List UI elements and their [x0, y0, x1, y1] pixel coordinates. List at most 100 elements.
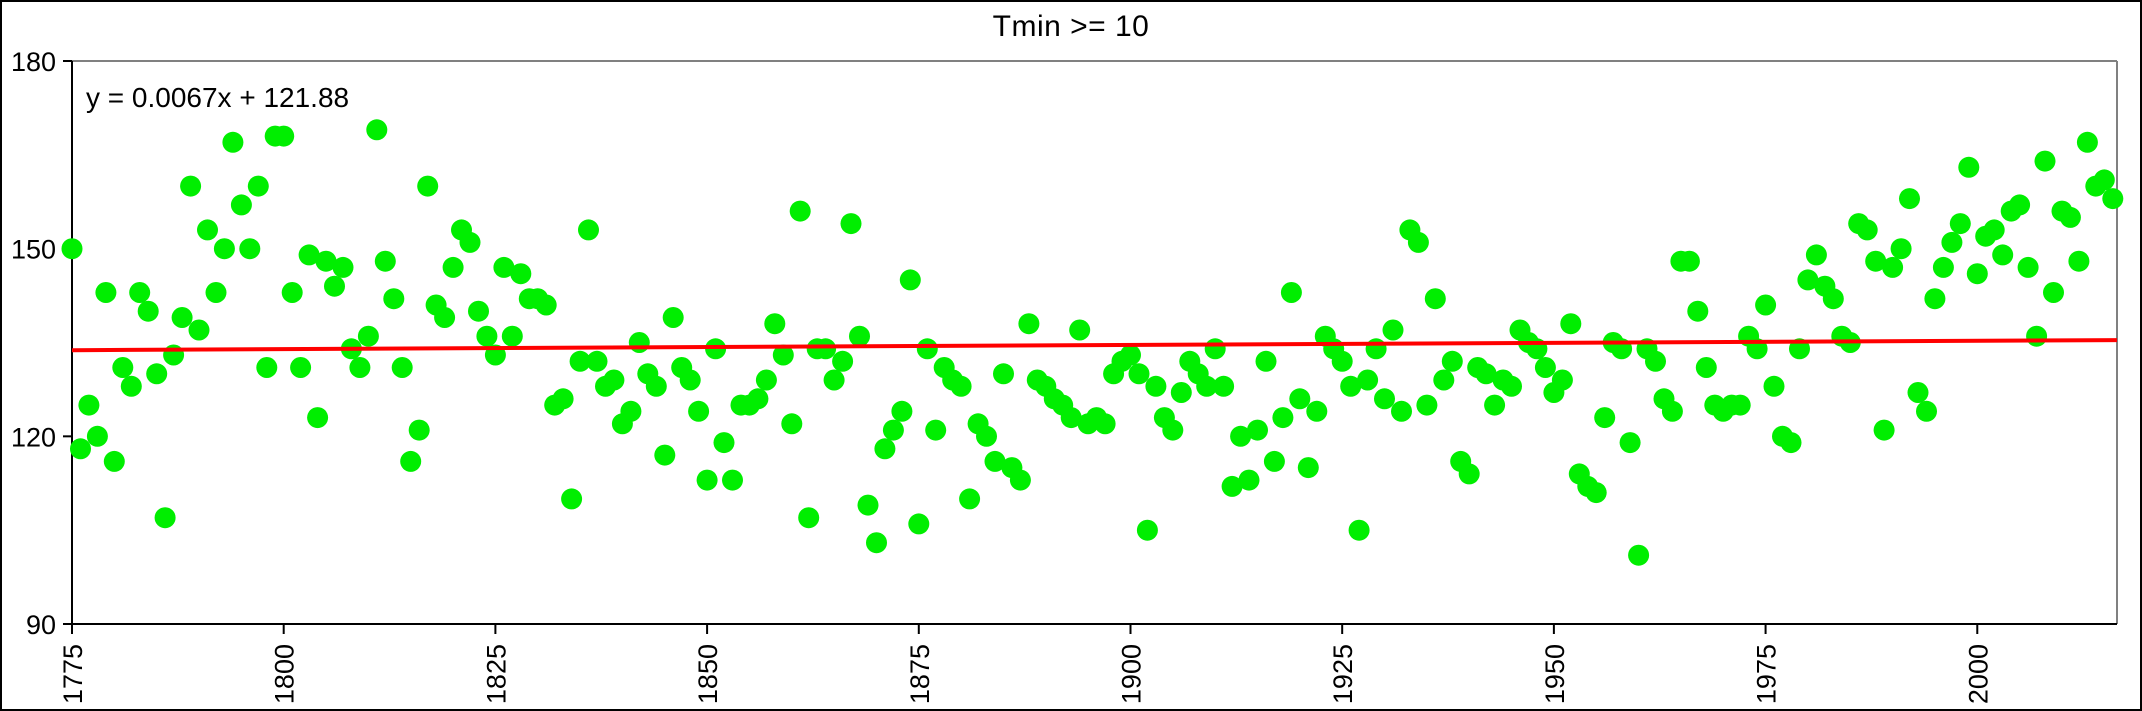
data-point[interactable] [154, 507, 176, 529]
data-point[interactable] [679, 369, 701, 391]
data-point[interactable] [197, 219, 218, 241]
data-point[interactable] [1213, 375, 1235, 397]
data-point[interactable] [1297, 457, 1319, 479]
data-point[interactable] [1120, 344, 1141, 366]
data-point[interactable] [1094, 413, 1116, 435]
data-point[interactable] [798, 507, 820, 529]
data-point[interactable] [1009, 469, 1031, 491]
scatter-series[interactable] [61, 119, 2124, 566]
data-point[interactable] [561, 488, 583, 510]
data-point[interactable] [120, 375, 142, 397]
data-point[interactable] [1357, 369, 1379, 391]
data-point[interactable] [552, 388, 574, 410]
data-point[interactable] [78, 394, 100, 416]
data-point[interactable] [1763, 375, 1785, 397]
data-point[interactable] [620, 400, 642, 422]
data-point[interactable] [1416, 394, 1438, 416]
data-point[interactable] [713, 432, 735, 454]
data-point[interactable] [976, 425, 997, 447]
data-point[interactable] [840, 213, 862, 235]
data-point[interactable] [1170, 382, 1192, 403]
data-point[interactable] [501, 325, 523, 347]
data-point[interactable] [1661, 400, 1683, 422]
data-point[interactable] [1230, 425, 1252, 447]
data-point[interactable] [86, 425, 108, 447]
data-point[interactable] [61, 238, 83, 260]
data-point[interactable] [1797, 269, 1819, 291]
data-point[interactable] [1755, 294, 1777, 316]
data-point[interactable] [654, 444, 676, 466]
data-point[interactable] [569, 350, 591, 372]
data-point[interactable] [535, 294, 557, 316]
data-point[interactable] [434, 307, 456, 328]
data-point[interactable] [1272, 407, 1294, 429]
data-point[interactable] [1382, 319, 1404, 341]
data-point[interactable] [315, 250, 337, 272]
data-point[interactable] [1433, 369, 1455, 391]
data-point[interactable] [628, 332, 650, 353]
data-point[interactable] [1916, 400, 1937, 422]
data-point[interactable] [459, 231, 481, 253]
data-point[interactable] [298, 244, 320, 266]
data-point[interactable] [171, 307, 193, 328]
data-point[interactable] [688, 400, 710, 422]
data-point[interactable] [1560, 313, 1582, 335]
data-point[interactable] [1247, 419, 1268, 441]
data-point[interactable] [2093, 169, 2115, 191]
data-point[interactable] [70, 438, 91, 460]
data-point[interactable] [781, 413, 803, 435]
data-point[interactable] [891, 400, 913, 422]
data-point[interactable] [1348, 519, 1370, 541]
data-point[interactable] [645, 375, 667, 397]
data-point[interactable] [188, 319, 210, 341]
data-point[interactable] [1941, 231, 1963, 253]
data-point[interactable] [256, 357, 278, 378]
data-point[interactable] [857, 494, 879, 516]
data-point[interactable] [95, 282, 117, 303]
data-point[interactable] [112, 357, 134, 378]
data-point[interactable] [789, 200, 811, 222]
data-point[interactable] [1340, 375, 1362, 397]
data-point[interactable] [1983, 219, 2005, 241]
data-point[interactable] [603, 369, 625, 391]
data-point[interactable] [2034, 150, 2056, 172]
data-point[interactable] [662, 307, 684, 328]
data-point[interactable] [1687, 300, 1709, 322]
data-point[interactable] [1441, 350, 1463, 372]
data-point[interactable] [1873, 419, 1895, 441]
plot-area[interactable] [71, 60, 2118, 625]
data-point[interactable] [408, 419, 430, 441]
data-point[interactable] [1407, 231, 1429, 253]
data-point[interactable] [281, 282, 303, 303]
data-point[interactable] [993, 363, 1014, 385]
data-point[interactable] [1958, 156, 1980, 178]
data-point[interactable] [357, 325, 379, 347]
data-point[interactable] [849, 325, 870, 347]
data-point[interactable] [129, 282, 151, 303]
data-point[interactable] [163, 344, 185, 366]
data-point[interactable] [383, 288, 405, 310]
data-point[interactable] [722, 469, 743, 491]
data-point[interactable] [747, 388, 769, 410]
data-point[interactable] [1882, 256, 1904, 278]
data-point[interactable] [442, 256, 464, 278]
data-point[interactable] [1136, 519, 1158, 541]
data-point[interactable] [1458, 463, 1480, 485]
data-point[interactable] [1856, 219, 1878, 241]
data-point[interactable] [815, 338, 837, 360]
data-point[interactable] [180, 175, 202, 197]
data-point[interactable] [205, 282, 227, 303]
data-point[interactable] [290, 357, 312, 378]
data-point[interactable] [823, 369, 845, 391]
data-point[interactable] [1018, 313, 1040, 335]
data-point[interactable] [468, 300, 489, 322]
data-point[interactable] [586, 350, 608, 372]
data-point[interactable] [1628, 544, 1650, 566]
data-point[interactable] [146, 363, 168, 385]
data-point[interactable] [1966, 263, 1988, 285]
data-point[interactable] [366, 119, 388, 141]
data-point[interactable] [1907, 382, 1929, 403]
data-point[interactable] [984, 450, 1006, 472]
data-point[interactable] [273, 125, 295, 147]
data-point[interactable] [1221, 475, 1243, 497]
